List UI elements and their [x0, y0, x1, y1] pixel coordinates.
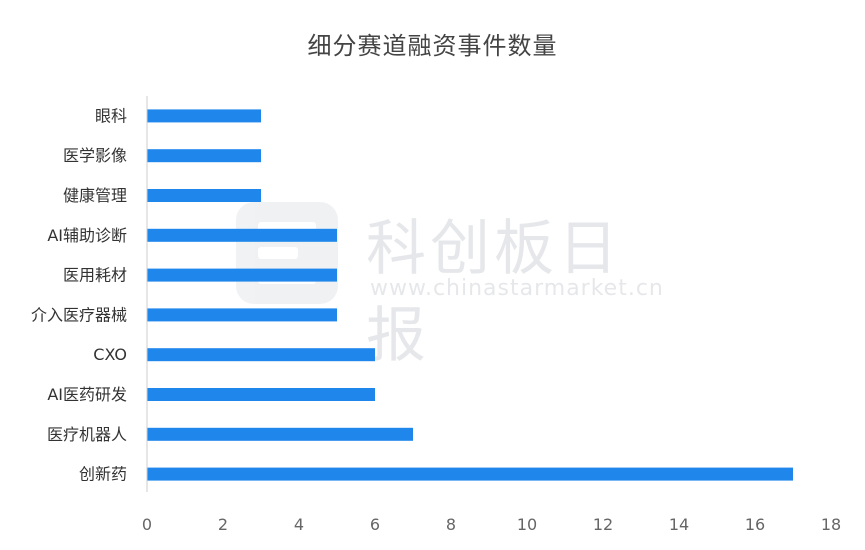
- x-tick-label: 8: [446, 515, 456, 534]
- chart-title: 细分赛道融资事件数量: [307, 32, 558, 60]
- bar: [147, 149, 261, 163]
- bar: [147, 228, 337, 242]
- category-label: CXO: [93, 345, 127, 364]
- x-tick-label: 10: [517, 515, 537, 534]
- category-label: 医学影像: [63, 146, 127, 165]
- bar: [147, 388, 375, 401]
- category-label: 创新药: [79, 465, 127, 484]
- x-tick-label: 0: [142, 515, 152, 534]
- watermark-title: 科创板日报: [366, 214, 622, 371]
- category-label: 眼科: [95, 106, 127, 125]
- x-tick-label: 12: [593, 515, 613, 534]
- bar: [147, 189, 261, 202]
- bar: [147, 109, 261, 123]
- bar: [147, 427, 413, 441]
- category-label: AI辅助诊断: [47, 226, 127, 245]
- x-tick-labels: 0 2 4 6 8 10 12 14 16 18: [142, 515, 841, 534]
- watermark-url: www.chinastarmarket.cn: [370, 276, 664, 301]
- x-tick-label: 2: [218, 515, 228, 534]
- category-label: AI医药研发: [47, 385, 127, 404]
- x-tick-label: 4: [294, 515, 304, 534]
- bars-layer: [147, 109, 793, 481]
- x-tick-label: 16: [745, 515, 765, 534]
- bar: [147, 308, 337, 322]
- category-label: 医疗机器人: [47, 425, 127, 444]
- category-label: 医用耗材: [63, 266, 127, 285]
- watermark: 科创板日报 www.chinastarmarket.cn: [236, 200, 666, 371]
- category-label: 健康管理: [63, 186, 127, 205]
- bar: [147, 348, 375, 362]
- x-tick-label: 6: [370, 515, 380, 534]
- x-tick-label: 14: [669, 515, 689, 534]
- category-label: 介入医疗器械: [31, 305, 127, 324]
- bar: [147, 268, 337, 282]
- x-tick-label: 18: [821, 515, 841, 534]
- bar: [147, 467, 793, 481]
